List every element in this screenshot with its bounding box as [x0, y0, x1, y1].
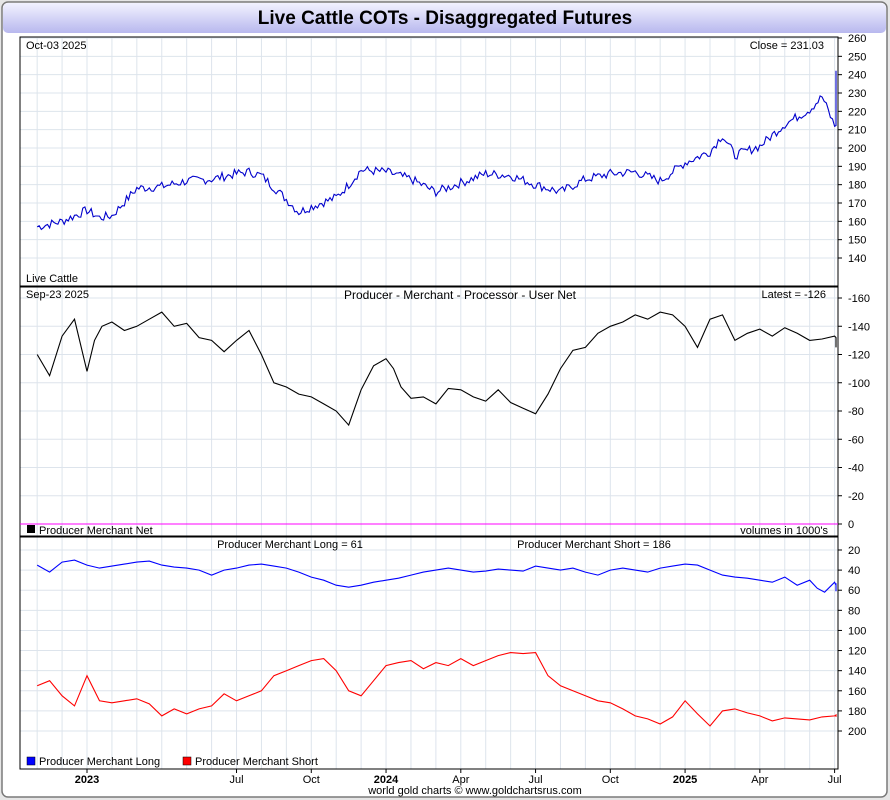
net-panel-title: Producer - Merchant - Processor - User N… [344, 288, 577, 302]
x-tick-label: Apr [751, 774, 768, 786]
x-tick-label: Oct [303, 774, 320, 786]
chart-title: Live Cattle COTs - Disaggregated Futures [258, 8, 632, 29]
y-tick-label: -120 [848, 350, 870, 362]
y-tick-label: 0 [848, 519, 854, 531]
y-tick-label: 200 [848, 143, 866, 155]
price-legend: Live Cattle [26, 273, 78, 285]
y-tick-label: 220 [848, 106, 866, 118]
price-date-label: Oct-03 2025 [26, 40, 87, 52]
price-y-axis: 140 150 160 170 180 190 200 210 220 230 240 250 260 [838, 33, 866, 265]
x-tick-label: 2023 [75, 774, 99, 786]
short-series-line [36, 652, 837, 727]
units-note: volumes in 1000's [740, 525, 828, 537]
y-tick-label: 20 [848, 545, 860, 557]
x-axis: 2023JulOct2024AprJulOct2025AprJulOct [75, 769, 842, 786]
net-series-line [36, 311, 837, 427]
short-legend: Producer Merchant Short [195, 756, 318, 768]
x-tick-label: 2025 [673, 774, 697, 786]
price-close-label: Close = 231.03 [750, 40, 824, 52]
y-tick-label: 210 [848, 125, 866, 137]
y-tick-label: -60 [848, 434, 864, 446]
x-tick-label: Apr [452, 774, 469, 786]
y-tick-label: 200 [848, 726, 866, 738]
net-latest-label: Latest = -126 [761, 289, 826, 301]
y-tick-label: 170 [848, 198, 866, 210]
long-legend-swatch [26, 756, 36, 766]
y-tick-label: 100 [848, 625, 866, 637]
short-legend-swatch [182, 756, 192, 766]
y-tick-label: 190 [848, 161, 866, 173]
y-tick-label: 80 [848, 605, 860, 617]
y-tick-label: -80 [848, 406, 864, 418]
y-tick-label: -160 [848, 293, 870, 305]
y-tick-label: 120 [848, 646, 866, 658]
y-tick-label: 230 [848, 88, 866, 100]
short-title: Producer Merchant Short = 186 [517, 539, 671, 551]
net-y-axis: -160 -140 -120 -100 -80 -60 -40 -20 0 [838, 293, 870, 531]
y-tick-label: 180 [848, 180, 866, 192]
long-short-y-axis: 20 40 60 80 100 120 140 160 180 200 [838, 545, 866, 738]
net-legend-swatch [27, 525, 35, 533]
net-legend: Producer Merchant Net [39, 525, 153, 537]
y-tick-label: -40 [848, 463, 864, 475]
x-tick-label: Jul [529, 774, 543, 786]
y-tick-label: 40 [848, 565, 860, 577]
x-tick-label: Jul [229, 774, 243, 786]
y-tick-label: -140 [848, 321, 870, 333]
y-tick-label: 250 [848, 51, 866, 63]
grid-layer [20, 37, 838, 769]
x-tick-label: Jul [828, 774, 842, 786]
long-series-line [36, 559, 837, 593]
long-legend: Producer Merchant Long [39, 756, 160, 768]
net-date-label: Sep-23 2025 [26, 289, 89, 301]
price-series-line [36, 70, 837, 231]
x-tick-label: Oct [602, 774, 619, 786]
long-short-panel [19, 536, 839, 770]
y-tick-label: 180 [848, 706, 866, 718]
y-tick-label: 150 [848, 235, 866, 247]
long-title: Producer Merchant Long = 61 [217, 539, 363, 551]
y-tick-label: 160 [848, 216, 866, 228]
y-tick-label: 60 [848, 585, 860, 597]
price-panel [19, 36, 839, 287]
y-tick-label: 260 [848, 33, 866, 45]
x-tick-label: 2024 [374, 774, 399, 786]
y-tick-label: 160 [848, 686, 866, 698]
y-tick-label: 240 [848, 70, 866, 82]
footer-credit: world gold charts © www.goldchartsrus.co… [367, 785, 582, 797]
y-tick-label: 140 [848, 666, 866, 678]
y-tick-label: 140 [848, 253, 866, 265]
title-bar [3, 3, 886, 33]
y-tick-label: -20 [848, 491, 864, 503]
y-tick-label: -100 [848, 378, 870, 390]
